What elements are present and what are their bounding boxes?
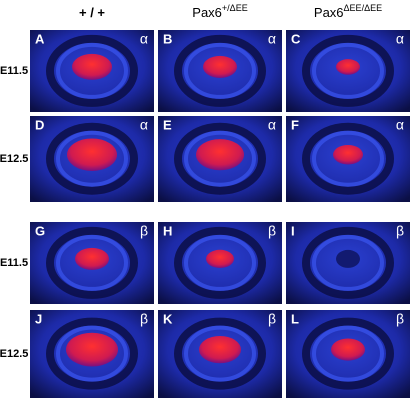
retina bbox=[56, 325, 128, 382]
panel-marker: β bbox=[140, 223, 148, 239]
lens-vesicle bbox=[336, 249, 360, 268]
retina bbox=[312, 130, 384, 187]
lens bbox=[72, 53, 112, 80]
panel-marker: β bbox=[268, 223, 276, 239]
retina bbox=[312, 42, 384, 99]
lens bbox=[333, 144, 363, 165]
panel-letter: C bbox=[291, 31, 301, 46]
panel-letter: A bbox=[35, 31, 45, 46]
lens bbox=[336, 59, 360, 75]
column-header-sup: ΔEE/ΔEE bbox=[344, 3, 383, 13]
panel-letter: H bbox=[163, 223, 172, 238]
lens bbox=[66, 332, 118, 367]
column-header-text: Pax6 bbox=[314, 5, 344, 20]
optic-cup bbox=[302, 122, 394, 195]
retina bbox=[312, 325, 384, 382]
optic-cup bbox=[302, 226, 394, 299]
lens bbox=[206, 249, 234, 268]
optic-cup bbox=[174, 122, 266, 195]
panel-letter: G bbox=[35, 223, 45, 238]
column-header: + / + bbox=[79, 5, 105, 20]
optic-cup bbox=[46, 317, 138, 390]
retina bbox=[312, 234, 384, 291]
panel-letter: J bbox=[35, 311, 42, 326]
optic-cup bbox=[302, 317, 394, 390]
optic-cup bbox=[46, 34, 138, 107]
lens bbox=[203, 55, 237, 78]
lens bbox=[199, 335, 241, 364]
column-header-text: + / + bbox=[79, 5, 105, 20]
panel-letter: E bbox=[163, 117, 172, 132]
retina bbox=[56, 42, 128, 99]
column-header: Pax6+/ΔEE bbox=[192, 3, 247, 20]
panel-marker: α bbox=[140, 117, 148, 133]
optic-cup bbox=[174, 226, 266, 299]
panel-marker: α bbox=[268, 31, 276, 47]
row-label: E12.5 bbox=[0, 348, 28, 360]
optic-cup bbox=[46, 122, 138, 195]
retina bbox=[184, 325, 256, 382]
retina bbox=[56, 234, 128, 291]
lens bbox=[67, 138, 117, 171]
panel-marker: β bbox=[140, 311, 148, 327]
panel-marker: α bbox=[268, 117, 276, 133]
optic-cup bbox=[174, 34, 266, 107]
panel-letter: I bbox=[291, 223, 295, 238]
panel-marker: α bbox=[396, 117, 404, 133]
column-header-text: Pax6 bbox=[192, 5, 222, 20]
column-header: Pax6ΔEE/ΔEE bbox=[314, 3, 382, 20]
panel-marker: α bbox=[396, 31, 404, 47]
panel-marker: β bbox=[396, 311, 404, 327]
panel-marker: α bbox=[140, 31, 148, 47]
panel-letter: L bbox=[291, 311, 299, 326]
panel-letter: K bbox=[163, 311, 173, 326]
lens bbox=[196, 139, 244, 171]
optic-cup bbox=[302, 34, 394, 107]
column-header-sup: +/ΔEE bbox=[222, 3, 248, 13]
row-label: E12.5 bbox=[0, 153, 28, 165]
panel-letter: F bbox=[291, 117, 299, 132]
row-label: E11.5 bbox=[0, 65, 28, 77]
panel-marker: β bbox=[396, 223, 404, 239]
retina bbox=[184, 234, 256, 291]
panel-letter: D bbox=[35, 117, 44, 132]
panel-marker: β bbox=[268, 311, 276, 327]
retina bbox=[184, 42, 256, 99]
row-label: E11.5 bbox=[0, 257, 28, 269]
lens bbox=[75, 247, 109, 270]
lens bbox=[331, 338, 365, 361]
optic-cup bbox=[174, 317, 266, 390]
retina bbox=[56, 130, 128, 187]
retina bbox=[184, 130, 256, 187]
panel-letter: B bbox=[163, 31, 172, 46]
optic-cup bbox=[46, 226, 138, 299]
